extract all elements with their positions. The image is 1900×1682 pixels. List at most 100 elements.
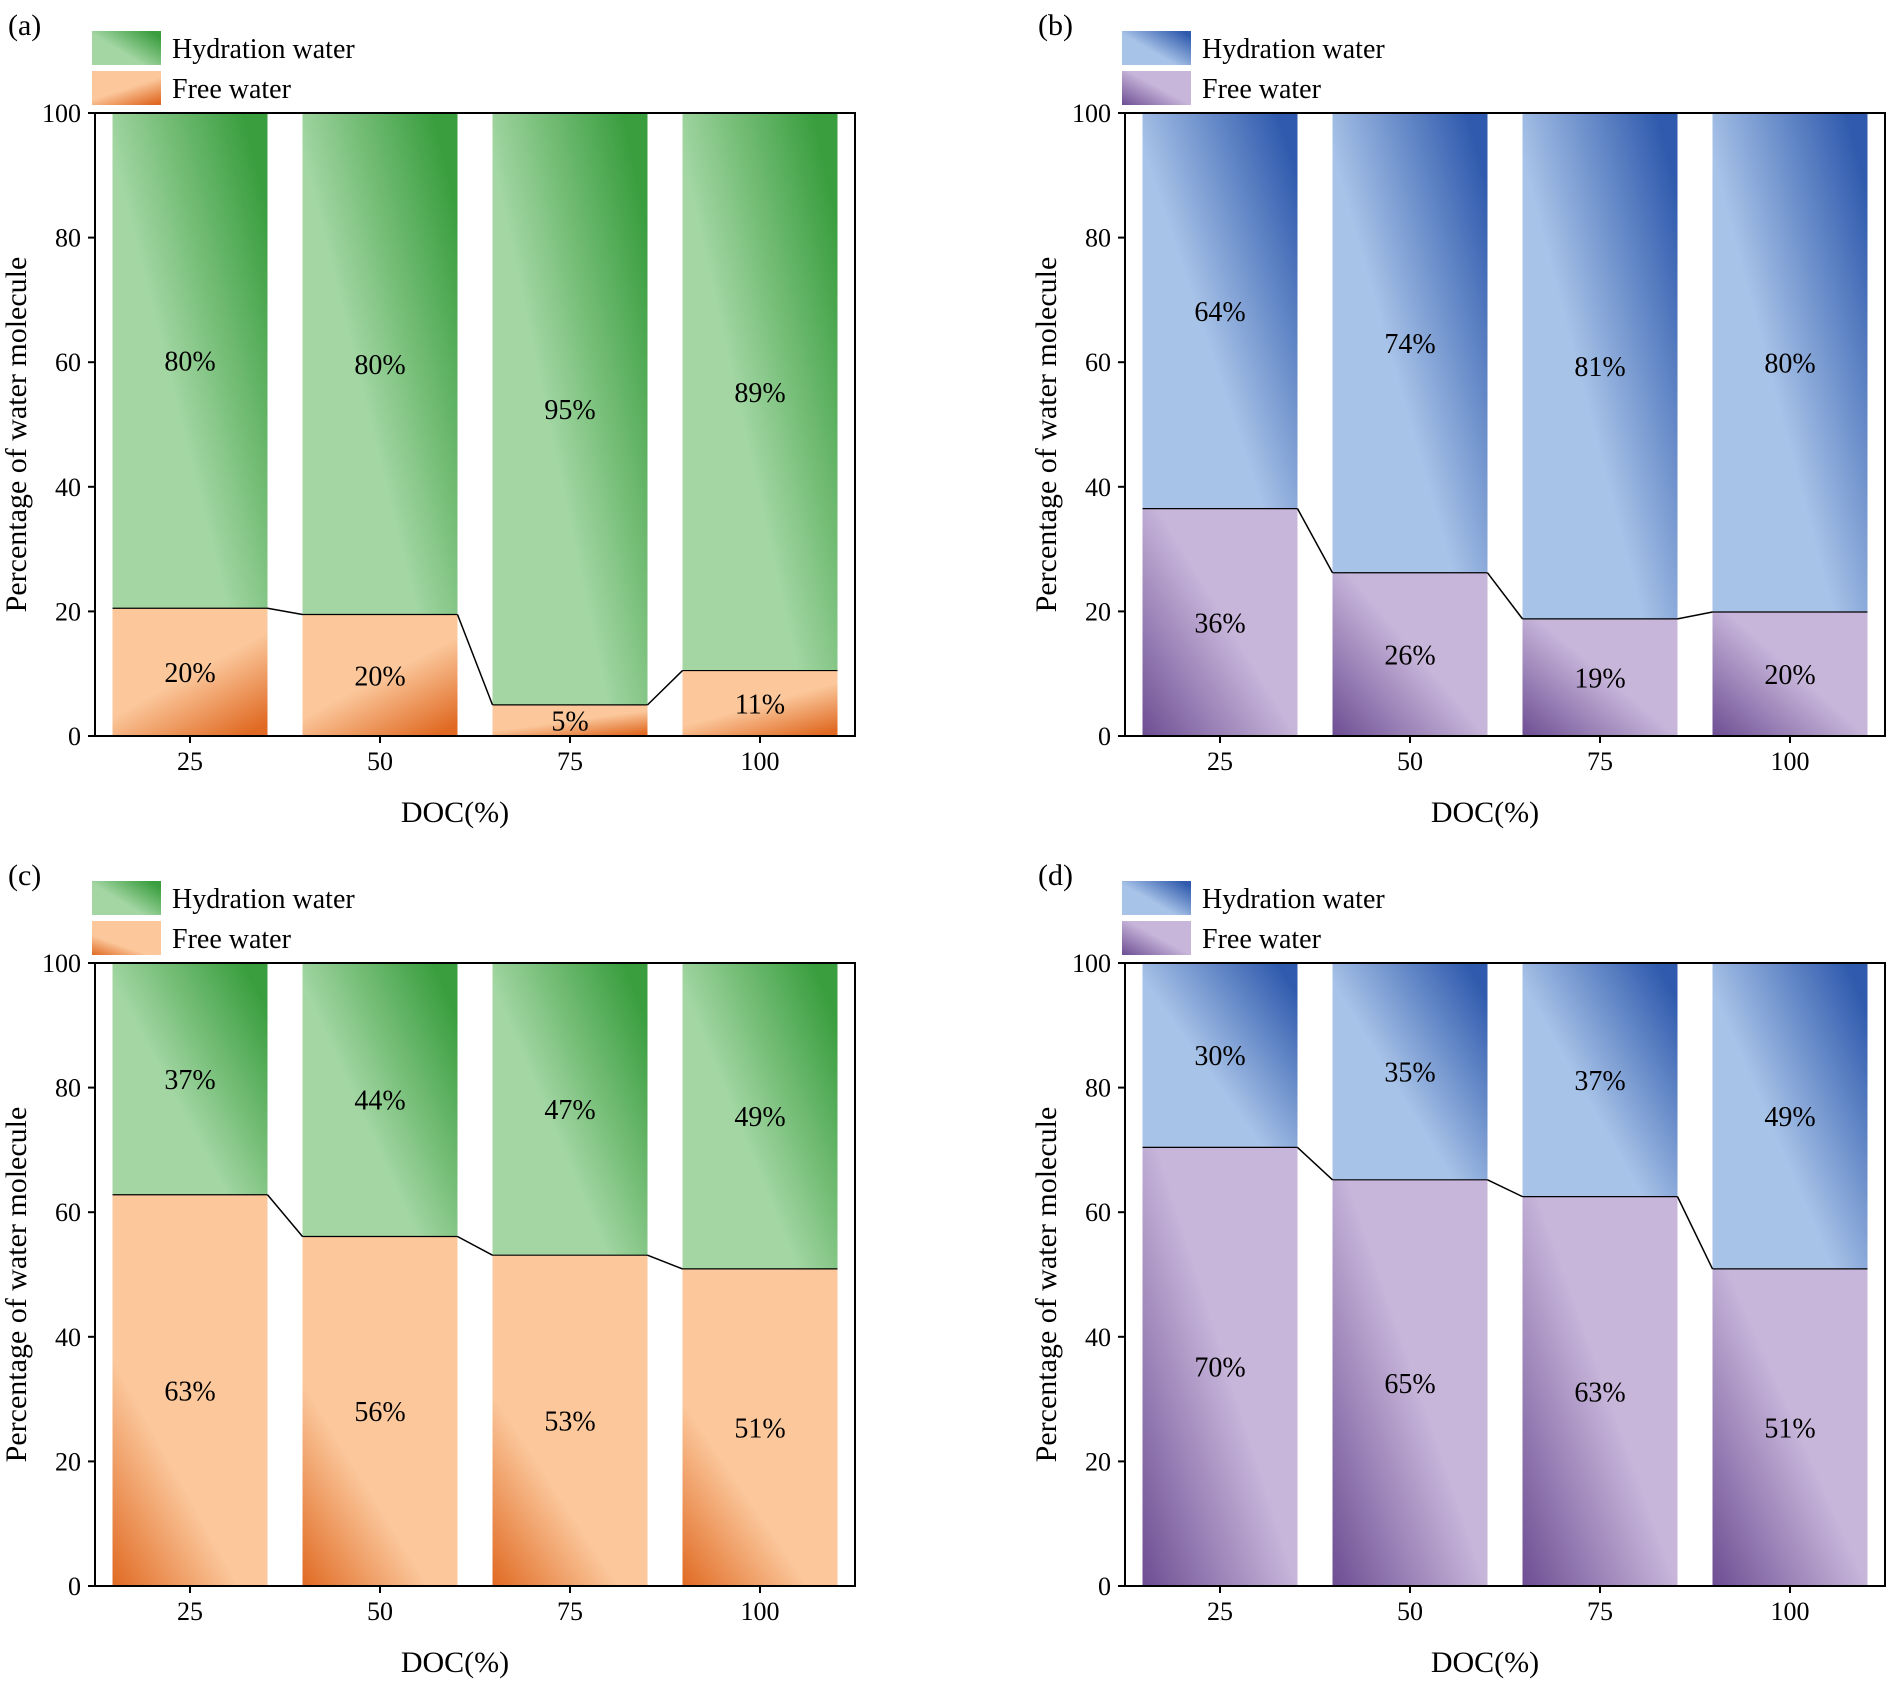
legend-swatch-hydration [92,881,161,915]
data-label-free-50: 65% [1384,1369,1435,1400]
y-tick-label-40: 40 [55,1323,81,1352]
connector-line [646,670,684,706]
y-tick-label-20: 20 [1085,1447,1111,1476]
plot-frame [94,962,856,1587]
x-tick-label-50: 50 [1397,747,1423,776]
data-label-free-100: 51% [1764,1413,1815,1444]
y-tick-label-100: 100 [1072,99,1111,128]
y-axis-label: Percentage of water molecule [1030,257,1063,613]
y-tick-label-80: 80 [1085,224,1111,253]
bar-free-25 [1142,1147,1298,1586]
data-label-free-75: 5% [551,706,588,737]
x-tick-label-100: 100 [741,1597,780,1626]
data-label-free-50: 56% [354,1397,405,1428]
bar-free-75 [492,1255,648,1586]
connector-line [457,1235,493,1256]
panel-b: (b) Hydration water Free water 64% 36% 25 74% 2… [1030,9,1886,829]
x-tick-label-25: 25 [1207,1597,1233,1626]
legend-swatch-free [92,921,161,955]
legend-label-free: Free water [172,74,292,105]
y-tick-label-40: 40 [1085,1323,1111,1352]
data-label-hydration-75: 47% [544,1095,595,1126]
data-label-hydration-25: 64% [1194,297,1245,328]
data-label-hydration-100: 49% [734,1102,785,1133]
bar-free-25 [112,608,268,736]
data-label-hydration-75: 37% [1574,1066,1625,1097]
bar-free-50 [302,614,458,736]
bar-hydration-25 [112,963,268,1195]
connector-line [1486,572,1524,620]
bar-hydration-50 [302,963,458,1237]
plot-frame [94,112,856,737]
bar-free-100 [682,670,838,736]
bar-free-25 [1142,508,1298,736]
y-tick-label-40: 40 [55,473,81,502]
x-tick-label-50: 50 [367,747,393,776]
y-tick-label-60: 60 [55,348,81,377]
y-tick-label-0: 0 [68,1572,81,1601]
bar-hydration-100 [1712,113,1868,613]
legend-label-hydration: Hydration water [1202,884,1385,915]
x-tick-label-75: 75 [1587,1597,1613,1626]
y-tick-label-0: 0 [1098,722,1111,751]
data-label-free-100: 20% [1764,660,1815,691]
y-tick-label-100: 100 [42,949,81,978]
bar-free-100 [1712,612,1868,736]
x-axis-label: DOC(%) [1431,796,1539,829]
bar-hydration-100 [1712,963,1868,1269]
y-tick-label-80: 80 [55,1074,81,1103]
data-label-hydration-75: 81% [1574,352,1625,383]
data-label-free-25: 36% [1194,608,1245,639]
bar-free-50 [1332,572,1488,736]
x-tick-label-100: 100 [1771,1597,1810,1626]
x-tick-label-50: 50 [367,1597,393,1626]
connector-line [266,1194,304,1237]
x-axis-label: DOC(%) [401,796,509,829]
bar-free-75 [1522,1196,1678,1586]
data-label-hydration-100: 89% [734,378,785,409]
x-tick-label-75: 75 [1587,747,1613,776]
bar-free-100 [682,1268,838,1586]
bar-hydration-50 [1332,963,1488,1180]
connector-line [1676,1196,1714,1270]
y-tick-label-20: 20 [55,1447,81,1476]
panel-c: (c) Hydration water Free water 37% 63% 25 44% 5… [0,859,856,1679]
data-label-free-100: 51% [734,1413,785,1444]
data-label-hydration-50: 44% [354,1086,405,1117]
bar-hydration-25 [112,113,268,609]
legend-label-free: Free water [1202,74,1322,105]
legend-swatch-hydration [92,31,161,65]
x-axis-label: DOC(%) [1431,1646,1539,1679]
y-tick-label-80: 80 [1085,1074,1111,1103]
y-tick-label-0: 0 [1098,1572,1111,1601]
connector-line [1296,508,1334,574]
data-label-free-50: 26% [1384,640,1435,671]
bar-hydration-75 [1522,113,1678,619]
panel-label: (b) [1038,9,1073,42]
y-axis-label: Percentage of water molecule [0,257,33,613]
plot-frame [1124,112,1886,737]
bar-free-75 [1522,618,1678,736]
bar-free-75 [492,704,648,736]
legend-label-free: Free water [172,924,292,955]
legend-label-hydration: Hydration water [172,34,355,65]
legend-swatch-free [92,71,161,105]
y-tick-label-60: 60 [1085,348,1111,377]
plot-frame [1124,962,1886,1587]
data-label-free-75: 53% [544,1407,595,1438]
legend-label-free: Free water [1202,924,1322,955]
legend-swatch-free [1122,71,1191,105]
y-tick-label-60: 60 [1085,1198,1111,1227]
data-label-hydration-100: 49% [1764,1102,1815,1133]
panel-label: (c) [8,859,41,892]
connector-line [267,607,303,616]
data-label-free-25: 20% [164,658,215,689]
x-tick-label-75: 75 [557,747,583,776]
legend-swatch-hydration [1122,881,1191,915]
x-tick-label-25: 25 [177,747,203,776]
panel-label: (d) [1038,859,1073,892]
bar-hydration-75 [492,113,648,705]
bar-hydration-75 [1522,963,1678,1197]
x-axis-label: DOC(%) [401,1646,509,1679]
